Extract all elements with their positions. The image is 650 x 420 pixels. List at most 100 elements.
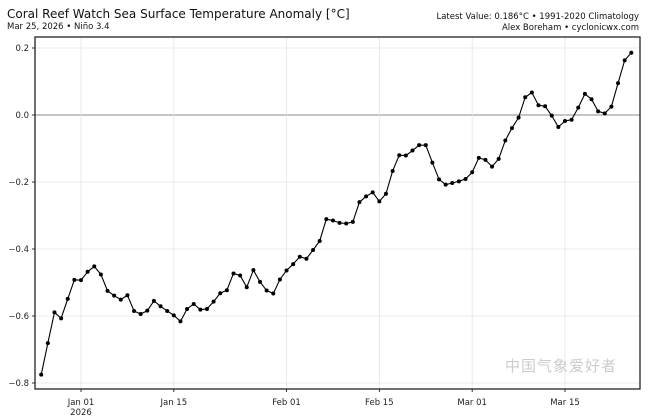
x-tick-label: Jan 15 <box>160 398 188 408</box>
data-point <box>264 288 269 293</box>
data-point <box>317 238 322 243</box>
y-tick-label: −0.2 <box>8 178 29 188</box>
data-point <box>496 156 501 161</box>
data-point <box>390 168 395 173</box>
data-point <box>397 153 402 158</box>
data-point <box>284 268 289 273</box>
data-point <box>145 308 150 313</box>
data-point <box>118 297 123 302</box>
data-point <box>562 119 567 124</box>
data-point <box>218 291 223 296</box>
data-point <box>231 271 236 276</box>
data-point <box>503 138 508 143</box>
data-point <box>211 299 216 304</box>
y-tick-label: −0.8 <box>8 379 29 389</box>
data-point <box>377 199 382 204</box>
y-tick-label: 0.2 <box>15 44 29 54</box>
y-tick-label: 0.0 <box>15 111 29 121</box>
data-point <box>616 81 621 86</box>
data-point <box>204 306 209 311</box>
data-point <box>403 153 408 158</box>
data-point <box>185 306 190 311</box>
watermark: 中国气象爱好者 <box>505 357 618 375</box>
data-point <box>430 160 435 165</box>
data-point <box>79 278 83 283</box>
data-point <box>198 307 203 312</box>
chart-title: Coral Reef Watch Sea Surface Temperature… <box>7 7 350 21</box>
data-point <box>556 125 561 130</box>
data-point <box>45 341 50 346</box>
data-point <box>596 109 601 114</box>
data-point <box>132 308 137 313</box>
data-point <box>304 256 309 261</box>
x-tick-label: Jan 01 <box>67 398 95 408</box>
data-point <box>65 296 70 301</box>
data-point <box>569 117 574 122</box>
data-point <box>423 143 428 148</box>
data-point <box>52 310 57 315</box>
data-point <box>258 279 263 284</box>
data-point <box>238 273 243 278</box>
data-point <box>443 182 448 187</box>
data-point <box>437 177 442 182</box>
data-point <box>629 50 634 55</box>
data-point <box>529 90 534 95</box>
data-point <box>589 97 594 102</box>
data-point <box>622 58 627 63</box>
data-point <box>450 181 455 186</box>
data-point <box>158 304 163 309</box>
x-tick-label: Mar 15 <box>550 398 580 408</box>
data-point <box>138 311 143 316</box>
x-tick-label: Mar 01 <box>457 398 487 408</box>
data-point <box>490 164 495 169</box>
data-point <box>72 277 77 282</box>
data-point <box>251 268 256 273</box>
data-point <box>112 293 117 298</box>
data-point <box>470 170 475 175</box>
data-point <box>483 157 488 162</box>
plot-frame <box>34 36 641 390</box>
data-point <box>330 218 335 223</box>
data-point <box>383 191 388 196</box>
chart-subtitle: Mar 25, 2026 • Niño 3.4 <box>7 22 110 32</box>
y-tick-label: −0.4 <box>8 245 29 255</box>
data-point <box>417 143 422 148</box>
data-point <box>576 105 581 110</box>
data-point <box>85 269 90 274</box>
data-point <box>523 95 528 100</box>
data-point <box>311 248 316 253</box>
data-point <box>582 91 587 96</box>
data-point <box>456 179 461 184</box>
data-point <box>92 264 97 269</box>
y-tick-label: −0.6 <box>8 312 29 322</box>
data-point <box>105 288 110 293</box>
series-line <box>40 52 632 375</box>
data-point <box>291 262 296 267</box>
data-point <box>364 194 369 199</box>
data-point <box>277 277 282 282</box>
x-tick-sublabel: 2026 <box>70 408 92 418</box>
data-point <box>59 316 64 321</box>
data-point <box>171 313 176 318</box>
data-point <box>609 104 614 109</box>
data-point <box>516 115 521 120</box>
credit: Alex Boreham • cyclonicwx.com <box>501 23 639 33</box>
data-point <box>98 272 103 277</box>
data-point <box>357 200 362 205</box>
data-point <box>410 148 415 153</box>
data-point <box>324 217 329 222</box>
latest-value: Latest Value: 0.186°C • 1991-2020 Climat… <box>436 12 639 22</box>
data-point <box>151 298 156 303</box>
x-tick-label: Feb 15 <box>365 398 394 408</box>
data-point <box>344 221 349 226</box>
data-point <box>602 111 607 116</box>
data-point <box>337 220 342 225</box>
data-point <box>536 103 541 108</box>
data-point <box>463 176 468 181</box>
data-point <box>370 190 375 195</box>
data-point <box>125 293 130 298</box>
data-point <box>191 301 196 306</box>
data-point <box>165 308 170 313</box>
